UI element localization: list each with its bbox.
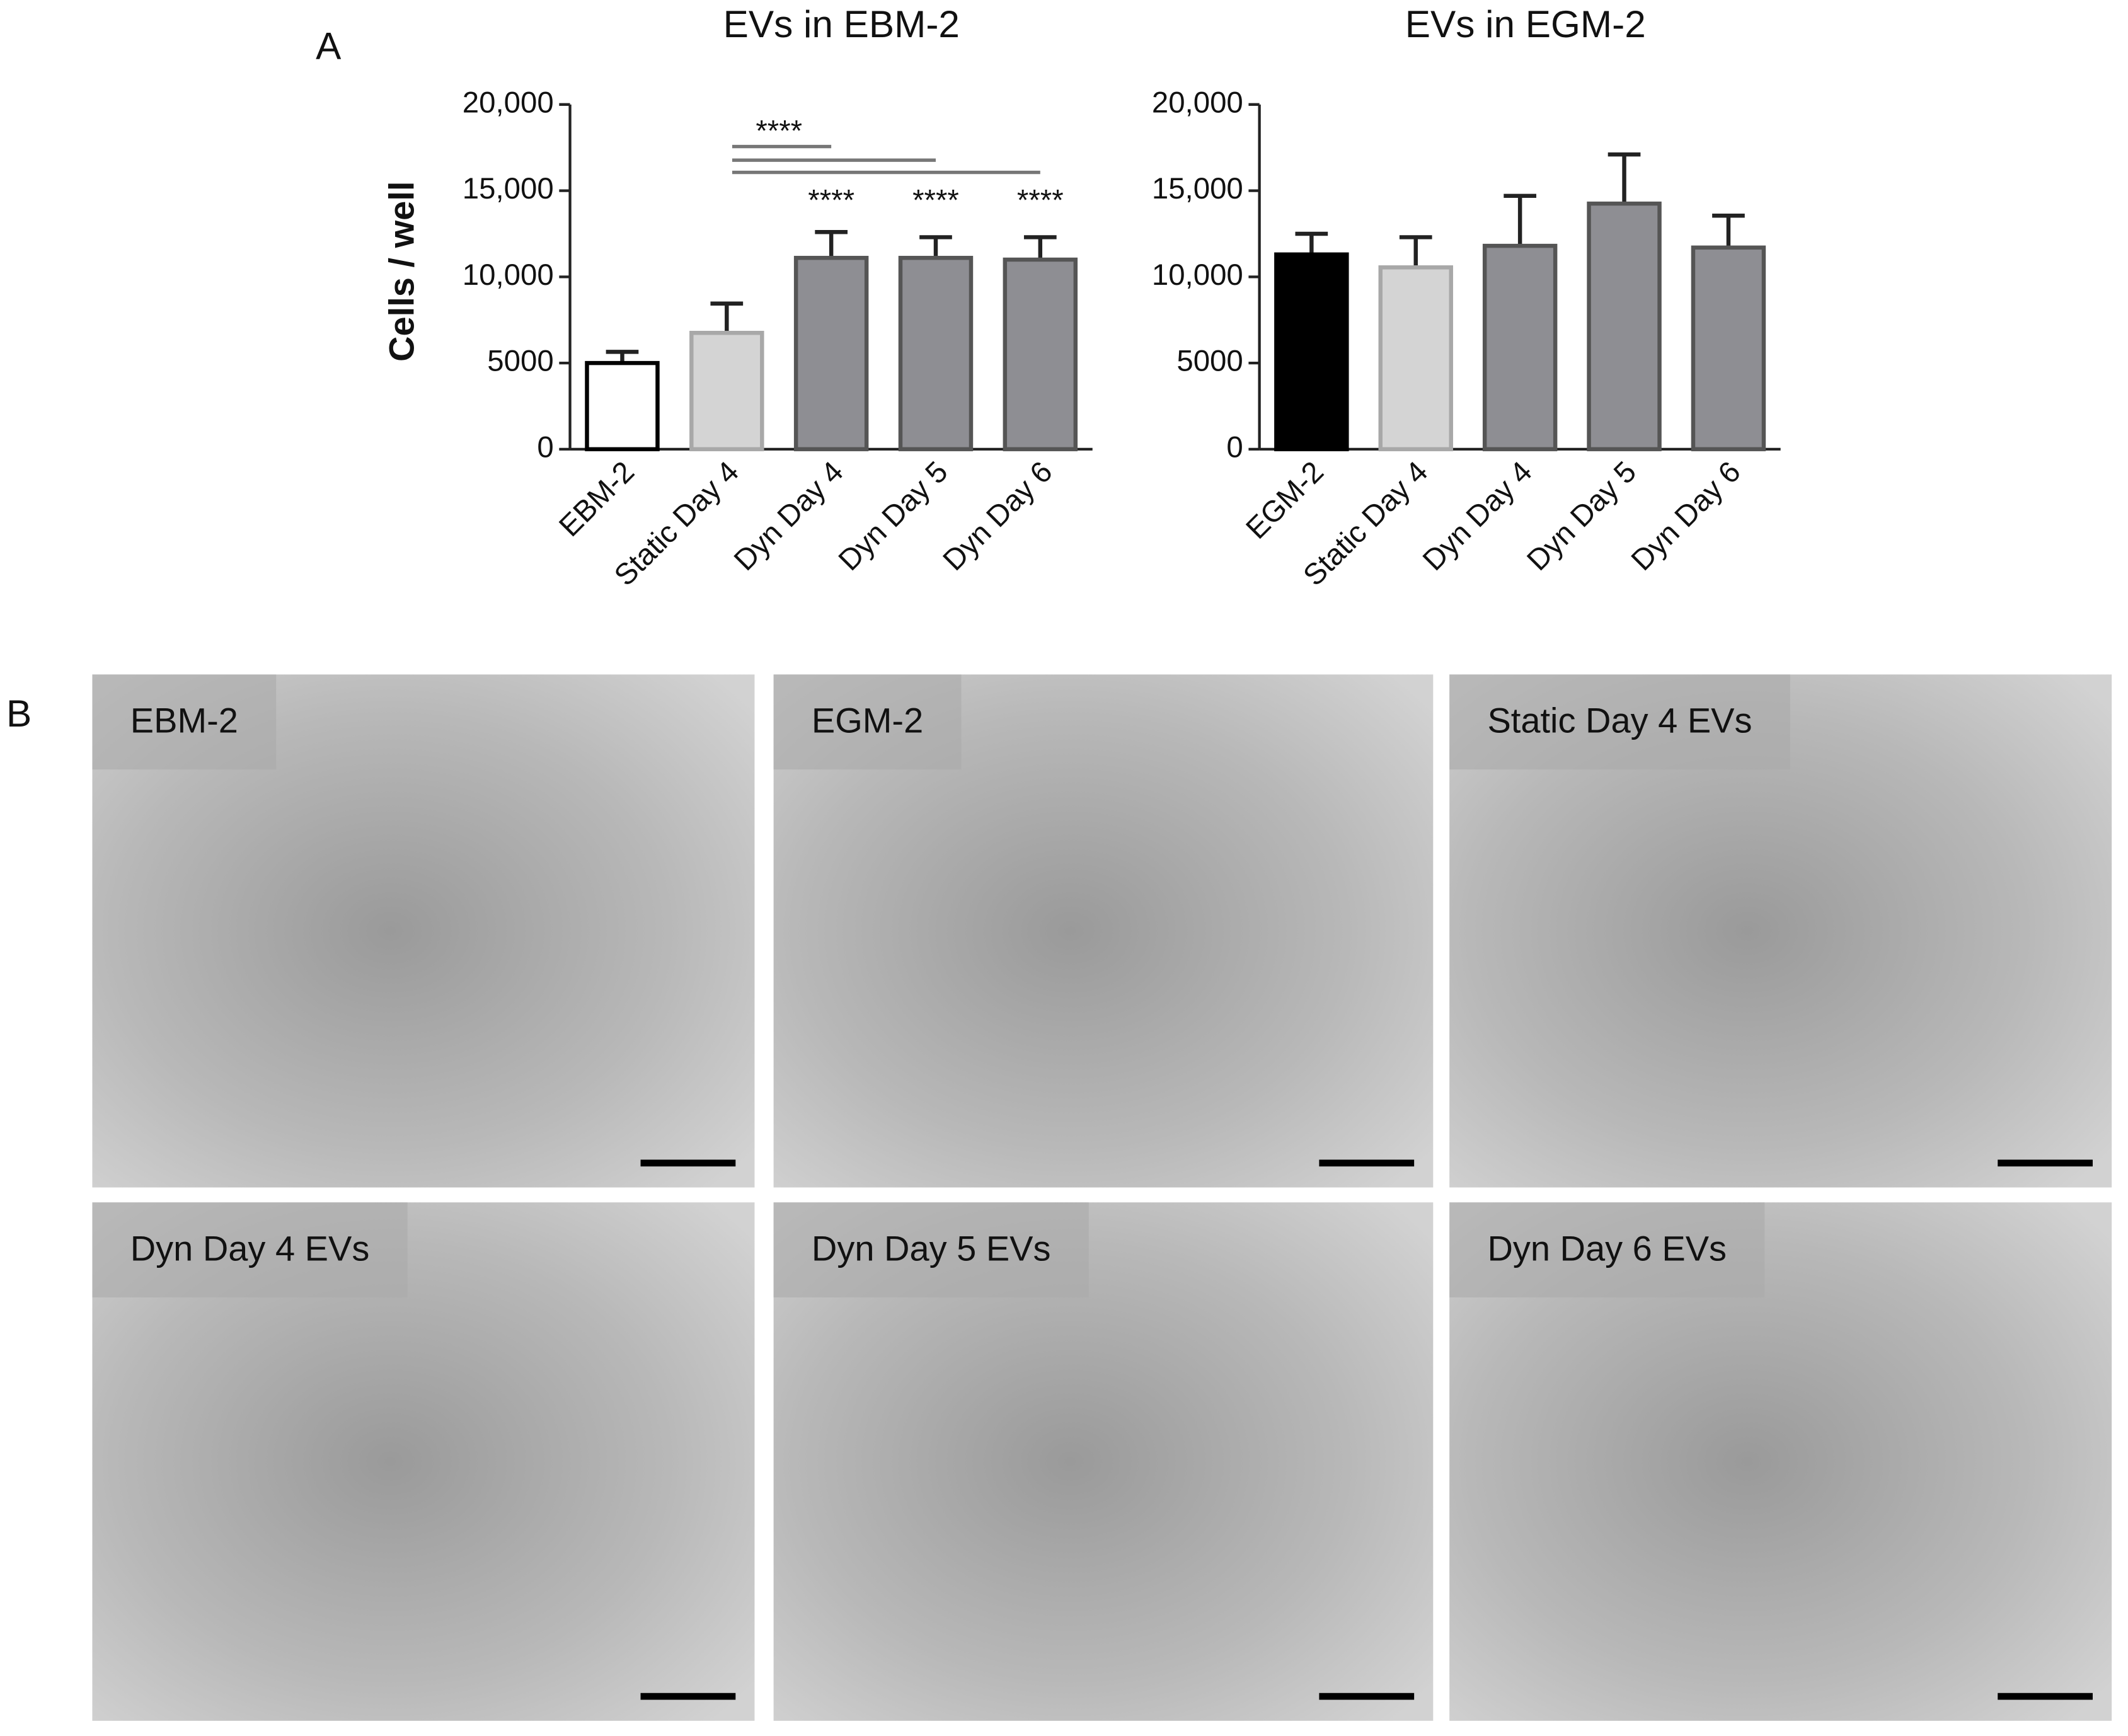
label-background xyxy=(1449,1202,1765,1297)
bar xyxy=(1378,265,1453,452)
significance-label: **** xyxy=(1017,183,1064,217)
chart-title: EVs in EGM-2 xyxy=(1405,3,1646,45)
x-tick-label: EBM-2 xyxy=(553,455,641,543)
bar xyxy=(1482,243,1558,452)
x-tick-label: Dyn Day 4 xyxy=(728,455,850,577)
y-tick-label: 20,000 xyxy=(463,86,554,119)
bar xyxy=(1003,257,1078,452)
micrograph-label: EBM-2 xyxy=(130,701,238,740)
y-tick-label: 20,000 xyxy=(1152,86,1243,119)
y-tick-label: 0 xyxy=(537,430,553,464)
bar xyxy=(689,331,764,452)
x-tick-label: Dyn Day 4 xyxy=(1417,455,1539,577)
bar xyxy=(585,360,660,452)
micrograph-label: Dyn Day 6 EVs xyxy=(1487,1228,1727,1268)
x-tick-label: EGM-2 xyxy=(1239,455,1330,546)
bar xyxy=(898,256,974,452)
label-background xyxy=(773,1202,1089,1297)
label-background xyxy=(92,674,277,770)
x-tick-label: Dyn Day 5 xyxy=(832,455,955,577)
y-axis-label: Cells / well xyxy=(382,181,422,362)
y-tick-label: 5000 xyxy=(1176,345,1243,378)
significance-label: **** xyxy=(756,115,802,148)
panel-label: A xyxy=(316,24,342,67)
micrograph-label: Static Day 4 EVs xyxy=(1487,701,1752,740)
label-background xyxy=(92,1202,408,1297)
y-tick-label: 15,000 xyxy=(1152,172,1243,205)
y-tick-label: 15,000 xyxy=(463,172,554,205)
y-tick-label: 10,000 xyxy=(463,258,554,292)
x-tick-label: Dyn Day 6 xyxy=(1625,455,1747,577)
bar xyxy=(1691,245,1766,452)
micrograph-label: Dyn Day 5 EVs xyxy=(812,1228,1051,1268)
panel-label: B xyxy=(6,692,32,735)
x-tick-label: Dyn Day 6 xyxy=(936,455,1059,577)
x-tick-label: Dyn Day 5 xyxy=(1521,455,1643,577)
micrograph-label: EGM-2 xyxy=(812,701,923,740)
y-tick-label: 0 xyxy=(1226,430,1243,464)
micrograph-label: Dyn Day 4 EVs xyxy=(130,1228,370,1268)
bar xyxy=(1587,201,1662,452)
bar xyxy=(793,256,869,452)
significance-label: **** xyxy=(808,183,854,217)
label-background xyxy=(1449,674,1790,770)
label-background xyxy=(773,674,962,770)
y-tick-label: 5000 xyxy=(487,345,553,378)
bar xyxy=(1274,252,1349,452)
chart-title: EVs in EBM-2 xyxy=(723,3,960,45)
y-tick-label: 10,000 xyxy=(1152,258,1243,292)
significance-label: **** xyxy=(912,183,959,217)
